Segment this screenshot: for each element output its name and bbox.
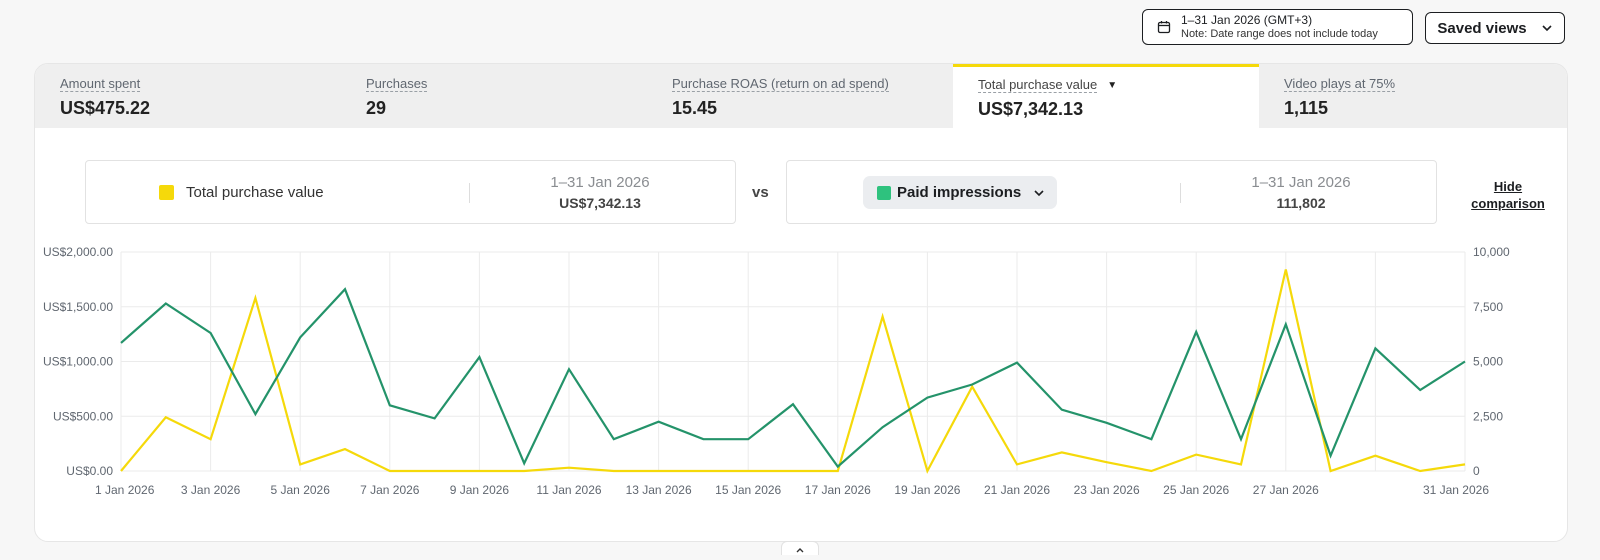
performance-card: Amount spent US$475.22 Purchases 29 Purc… (34, 63, 1568, 542)
comparison-metric-name: Paid impressions (897, 184, 1022, 201)
metric-value: 15.45 (672, 98, 718, 118)
calendar-icon (1157, 21, 1171, 34)
hide-comparison-line1: Hide (1493, 179, 1523, 194)
x-tick-label: 27 Jan 2026 (1253, 483, 1319, 497)
date-range-picker[interactable]: 1–31 Jan 2026 (GMT+3) Note: Date range d… (1142, 9, 1413, 45)
collapse-toggle[interactable] (781, 541, 819, 555)
x-tick-label: 5 Jan 2026 (271, 483, 331, 497)
y-right-tick-label: 10,000 (1473, 245, 1510, 259)
metric-value: 1,115 (1284, 98, 1329, 118)
y-right-tick-label: 7,500 (1473, 300, 1503, 314)
series-line-paid-impressions (120, 287, 1466, 469)
date-range-text: 1–31 Jan 2026 (GMT+3) Note: Date range d… (1181, 13, 1378, 41)
y-left-tick-label: US$1,500.00 (43, 300, 113, 314)
metric-tab-total-purchase-value[interactable]: Total purchase value ▼ US$7,342.13 (953, 64, 1259, 128)
x-tick-label: 31 Jan 2026 (1423, 483, 1489, 497)
primary-metric-box: Total purchase value 1–31 Jan 2026 US$7,… (85, 160, 736, 224)
y-left-tick-label: US$500.00 (53, 409, 113, 423)
x-tick-label: 11 Jan 2026 (536, 483, 601, 497)
metric-label: Total purchase value (978, 77, 1098, 93)
primary-legend-swatch (159, 185, 174, 200)
comparison-date-range: 1–31 Jan 2026 (1251, 174, 1351, 191)
y-left-tick-label: US$1,000.00 (43, 355, 113, 369)
metric-value: 29 (366, 98, 387, 118)
y-right-tick-label: 0 (1473, 464, 1480, 478)
comparison-legend-swatch (877, 185, 891, 200)
x-tick-label: 9 Jan 2026 (450, 483, 510, 497)
comparison-total-value: 111,802 (1276, 195, 1326, 211)
x-tick-label: 21 Jan 2026 (984, 483, 1050, 497)
chevron-down-icon (1542, 25, 1552, 32)
metric-tabs: Amount spent US$475.22 Purchases 29 Purc… (35, 64, 1567, 128)
chevron-down-icon (1034, 189, 1044, 196)
comparison-metric-dropdown[interactable]: Paid impressions (863, 176, 1057, 209)
metric-label: Video plays at 75% (1284, 76, 1396, 92)
saved-views-button[interactable]: Saved views (1425, 12, 1565, 44)
metric-tab-purchase-roas[interactable]: Purchase ROAS (return on ad spend) 15.45 (647, 64, 953, 128)
x-tick-label: 1 Jan 2026 (95, 483, 155, 497)
date-range-note: Note: Date range does not include today (1181, 28, 1378, 40)
metric-tab-amount-spent[interactable]: Amount spent US$475.22 (35, 64, 341, 128)
y-left-tick-label: US$0.00 (66, 464, 113, 478)
saved-views-label: Saved views (1437, 19, 1527, 37)
x-tick-label: 3 Jan 2026 (181, 483, 241, 497)
x-tick-label: 17 Jan 2026 (805, 483, 871, 497)
x-tick-label: 7 Jan 2026 (360, 483, 420, 497)
y-right-tick-label: 2,500 (1473, 409, 1503, 423)
metric-label: Amount spent (60, 76, 141, 92)
x-tick-label: 13 Jan 2026 (626, 483, 692, 497)
hide-comparison-link[interactable]: Hide comparison (1458, 178, 1558, 212)
metric-value: US$7,342.13 (978, 99, 1084, 119)
x-tick-label: 19 Jan 2026 (894, 483, 960, 497)
x-tick-label: 15 Jan 2026 (715, 483, 781, 497)
metric-tab-video-plays-75[interactable]: Video plays at 75% 1,115 (1259, 64, 1565, 128)
metric-label: Purchase ROAS (return on ad spend) (672, 76, 889, 92)
y-left-tick-label: US$2,000.00 (43, 245, 113, 259)
primary-total-value: US$7,342.13 (559, 195, 641, 211)
date-range-label: 1–31 Jan 2026 (GMT+3) (1181, 13, 1313, 27)
hide-comparison-line2: comparison (1471, 196, 1545, 211)
primary-date-range: 1–31 Jan 2026 (550, 174, 650, 191)
series-line-total-purchase-value (120, 269, 1466, 474)
caret-down-icon[interactable]: ▼ (1107, 80, 1118, 91)
vs-label: vs (752, 184, 769, 201)
x-tick-label: 23 Jan 2026 (1074, 483, 1140, 497)
metric-value: US$475.22 (60, 98, 151, 118)
metric-label: Purchases (366, 76, 428, 92)
divider (1180, 183, 1181, 203)
chevron-up-icon (796, 548, 804, 553)
primary-metric-name: Total purchase value (186, 184, 324, 201)
metric-tab-purchases[interactable]: Purchases 29 (341, 64, 647, 128)
x-tick-label: 25 Jan 2026 (1163, 483, 1229, 497)
line-chart: US$0.00 0 US$500.00 2,500 US$1,000.00 5,000 US… (43, 245, 1510, 497)
divider (469, 183, 470, 203)
y-right-tick-label: 5,000 (1473, 355, 1503, 369)
comparison-metric-box: Paid impressions 1–31 Jan 2026 111,802 (786, 160, 1437, 224)
